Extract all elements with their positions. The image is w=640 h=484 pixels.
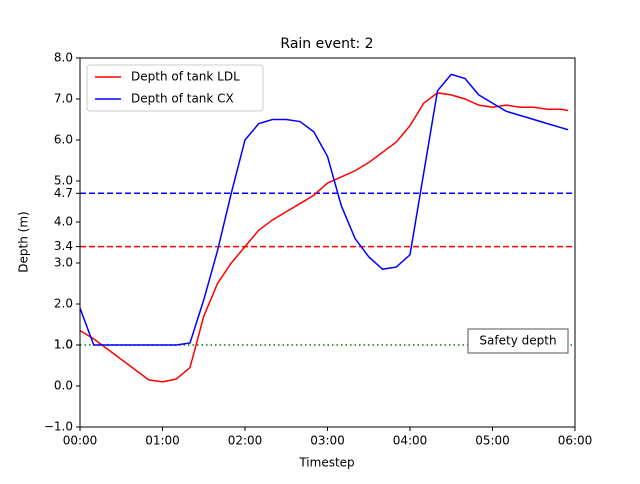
y-tick-label: 6.0 — [54, 133, 73, 147]
legend-label: Depth of tank LDL — [131, 70, 240, 84]
y-tick-label: 1.0 — [54, 338, 73, 352]
x-tick-label: 03:00 — [310, 434, 345, 448]
y-tick-label: 2.0 — [54, 297, 73, 311]
chart-title: Rain event: 2 — [280, 36, 373, 52]
y-tick-label: 4.7 — [54, 186, 73, 200]
x-tick-label: 06:00 — [558, 434, 593, 448]
annotation: Safety depth — [479, 334, 556, 348]
plot-frame — [79, 57, 576, 428]
series-line — [79, 73, 569, 346]
y-tick-label: 3.4 — [54, 239, 73, 253]
y-tick-label: 1.0 — [54, 338, 73, 352]
x-tick-label: 04:00 — [393, 434, 428, 448]
y-tick-label: 3.0 — [54, 256, 73, 270]
y-tick-label: 5.0 — [54, 174, 73, 188]
legend-label: Depth of tank CX — [131, 92, 234, 106]
x-tick-label: 00:00 — [63, 434, 98, 448]
x-tick-label: 02:00 — [228, 434, 263, 448]
series-line — [79, 92, 569, 383]
y-tick-label: 0.0 — [54, 379, 73, 393]
annotation-box — [467, 328, 569, 354]
legend-box — [86, 64, 264, 112]
y-tick-label: −1.0 — [44, 420, 73, 434]
y-tick-label: 7.0 — [54, 92, 73, 106]
x-axis-label: Timestep — [298, 456, 354, 470]
y-axis-label: Depth (m) — [17, 211, 31, 272]
y-tick-label: 8.0 — [54, 51, 73, 65]
x-tick-label: 01:00 — [145, 434, 180, 448]
x-tick-label: 05:00 — [475, 434, 510, 448]
y-tick-label: 4.0 — [54, 215, 73, 229]
